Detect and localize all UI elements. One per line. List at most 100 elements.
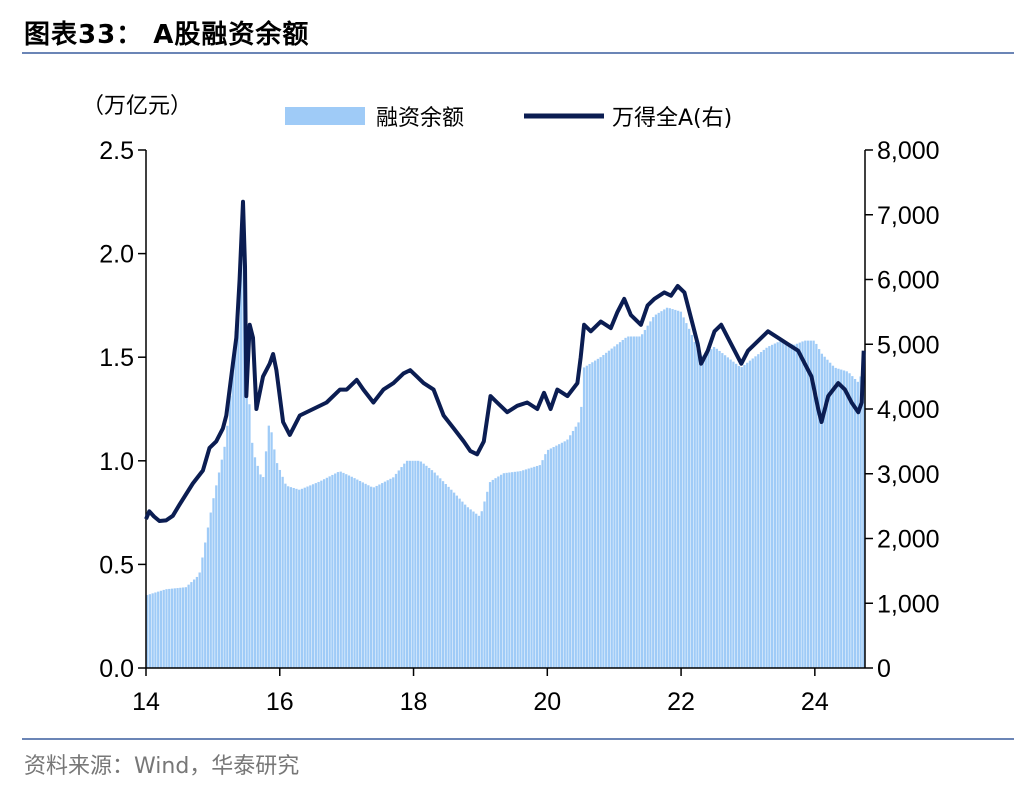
margin-bar: [176, 588, 179, 668]
margin-bar: [262, 477, 265, 668]
margin-bar: [309, 485, 312, 668]
margin-bar: [375, 485, 378, 668]
margin-bar: [649, 321, 652, 668]
margin-bar: [735, 363, 738, 668]
margin-bar: [806, 340, 810, 668]
margin-bar: [347, 475, 351, 668]
left-axis-tick-label: 1.0: [99, 448, 134, 476]
margin-bar: [779, 340, 782, 668]
margin-bar: [356, 479, 359, 668]
margin-bar: [452, 492, 456, 668]
margin-bar: [682, 317, 685, 668]
margin-bar: [754, 356, 757, 668]
left-axis-tick-label: 0.0: [99, 655, 134, 683]
margin-bar: [676, 310, 680, 668]
margin-bar: [743, 364, 746, 668]
left-axis-tick-label: 0.5: [99, 551, 134, 579]
margin-bar: [499, 474, 503, 668]
margin-bar: [665, 307, 669, 668]
margin-bar: [458, 498, 461, 668]
margin-bar: [660, 311, 663, 668]
margin-bar: [287, 486, 290, 668]
margin-bar: [181, 587, 185, 668]
margin-bar: [820, 353, 824, 668]
margin-bar: [538, 465, 541, 668]
margin-bar: [555, 445, 558, 668]
margin-bar: [190, 582, 193, 668]
margin-bar: [629, 336, 633, 668]
wind-all-a-line: [144, 199, 866, 523]
margin-bar: [394, 473, 398, 668]
margin-bar: [480, 511, 483, 668]
margin-bar: [170, 588, 174, 668]
margin-bar: [372, 487, 376, 668]
margin-bar: [212, 498, 215, 668]
margin-bar: [370, 486, 373, 668]
margin-bar: [787, 342, 790, 668]
margin-bar: [679, 311, 682, 668]
margin-bar: [488, 482, 492, 668]
margin-bar: [513, 471, 517, 668]
margin-bar: [162, 589, 165, 668]
margin-bar: [231, 365, 234, 668]
margin-bar: [804, 340, 807, 668]
margin-bar: [378, 484, 381, 668]
margin-bar: [273, 449, 276, 668]
margin-bar: [765, 347, 768, 668]
margin-bar: [530, 467, 533, 668]
margin-bar: [477, 515, 481, 668]
margin-bar: [148, 594, 152, 668]
bar-series-margin-balance: [146, 241, 865, 668]
margin-bar: [491, 479, 494, 668]
margin-bar: [342, 472, 345, 668]
margin-bar: [751, 358, 754, 668]
margin-bar: [546, 449, 550, 668]
margin-bar: [187, 584, 190, 668]
margin-bar: [845, 371, 848, 668]
margin-bar: [726, 357, 729, 668]
margin-bar: [215, 485, 218, 668]
margin-bar: [245, 365, 248, 668]
margin-bar: [688, 328, 691, 668]
margin-bar: [723, 355, 727, 668]
legend: 融资余额 万得全A(右): [285, 106, 732, 131]
margin-bar: [823, 356, 826, 668]
margin-bar: [206, 527, 210, 668]
margin-bar: [840, 369, 843, 668]
margin-bar: [577, 422, 580, 668]
margin-bar: [812, 340, 815, 668]
margin-bar: [748, 360, 752, 668]
x-axis-tick-label: 16: [266, 688, 294, 716]
margin-bar: [264, 451, 268, 668]
margin-bar: [533, 466, 536, 668]
margin-bar: [842, 370, 846, 668]
margin-bar: [549, 448, 553, 668]
margin-bar: [793, 344, 796, 668]
margin-bar: [588, 363, 591, 668]
margin-bar: [635, 336, 638, 668]
margin-bar: [616, 344, 619, 668]
margin-bar: [179, 587, 182, 668]
margin-bar: [389, 478, 392, 668]
legend-label-wind-all-a: 万得全A(右): [612, 106, 732, 131]
margin-bar: [386, 480, 389, 668]
margin-bar: [483, 501, 486, 668]
margin-bar: [654, 314, 658, 668]
margin-bar: [582, 367, 586, 668]
margin-bar: [815, 343, 818, 668]
margin-bar: [652, 317, 655, 668]
margin-bar: [289, 487, 293, 668]
margin-bar: [422, 463, 425, 668]
margin-bar: [173, 588, 176, 668]
title-divider: [22, 52, 1014, 54]
margin-bar: [168, 588, 171, 668]
margin-bar: [712, 347, 716, 668]
margin-bar: [757, 354, 760, 668]
margin-bar: [450, 489, 453, 668]
margin-bar: [580, 406, 583, 668]
margin-bar: [605, 352, 608, 668]
margin-bar: [798, 342, 801, 668]
margin-bar: [859, 376, 862, 668]
margin-bar: [433, 472, 436, 668]
margin-bar: [336, 472, 340, 668]
